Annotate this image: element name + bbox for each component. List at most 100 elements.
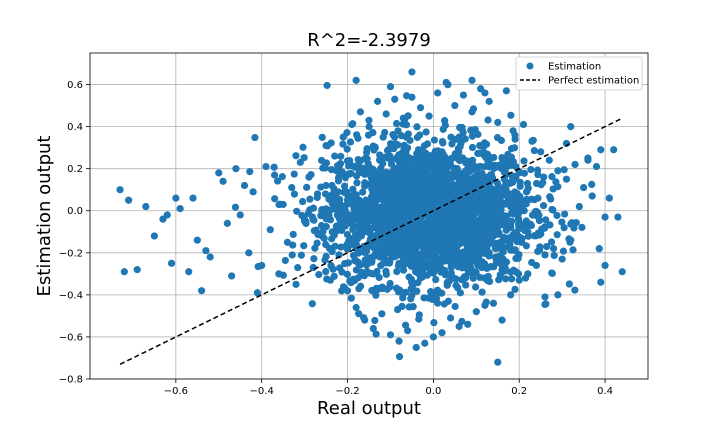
x-tick-label: −0.2 (335, 386, 359, 397)
data-point (193, 236, 201, 244)
data-point (420, 178, 428, 186)
data-point (460, 210, 468, 218)
x-tick-label: −0.4 (250, 386, 274, 397)
data-point (318, 133, 326, 141)
data-point (380, 242, 388, 250)
data-point (329, 265, 337, 273)
data-point (588, 192, 596, 200)
data-point (411, 258, 419, 266)
data-point (382, 270, 390, 278)
data-point (453, 247, 461, 255)
data-point (315, 270, 323, 279)
data-point (403, 144, 412, 152)
data-point (368, 286, 376, 295)
data-point (414, 279, 422, 287)
data-point (352, 303, 360, 312)
data-point (539, 202, 548, 210)
data-point (496, 242, 504, 250)
data-point (430, 177, 438, 185)
data-point (340, 172, 349, 180)
data-point (413, 287, 421, 295)
data-point (361, 220, 369, 229)
data-point (479, 143, 488, 151)
data-point (519, 120, 528, 129)
data-point (452, 221, 460, 229)
data-point (485, 97, 493, 105)
data-point (337, 243, 345, 251)
data-point (489, 299, 498, 307)
data-point (424, 192, 432, 200)
data-point (387, 160, 396, 168)
x-axis-ticks: −0.6 −0.4 −0.2 0.0 0.2 0.4 (164, 379, 613, 397)
legend-box (515, 56, 643, 91)
legend-estimation-marker (526, 62, 534, 70)
data-point (388, 210, 396, 219)
data-point (371, 316, 379, 325)
data-point (352, 76, 360, 84)
data-point (570, 224, 578, 232)
data-point (441, 239, 449, 247)
data-point (120, 268, 128, 276)
data-point (288, 251, 296, 259)
data-point (575, 202, 583, 211)
data-point (546, 221, 554, 229)
data-point (167, 259, 176, 267)
data-point (561, 210, 569, 218)
data-point (416, 187, 424, 195)
data-point (507, 291, 515, 299)
data-point (283, 238, 292, 246)
data-point (464, 320, 472, 328)
data-point (378, 169, 386, 178)
data-point (527, 221, 535, 230)
data-point (520, 200, 528, 208)
data-point (443, 163, 451, 171)
data-point (331, 152, 339, 160)
data-point (223, 219, 231, 227)
data-point (387, 220, 395, 229)
data-point (521, 226, 529, 235)
data-point (351, 257, 359, 265)
data-point (496, 271, 504, 279)
data-point (580, 184, 588, 192)
data-point (270, 163, 278, 171)
data-point (289, 241, 297, 249)
data-point (423, 140, 432, 148)
data-point (328, 247, 336, 256)
data-point (535, 217, 544, 225)
data-point (417, 147, 426, 155)
data-point (378, 155, 386, 163)
data-point (468, 143, 477, 152)
data-point (545, 156, 553, 164)
data-point (499, 156, 508, 165)
data-point (558, 218, 566, 226)
data-point (505, 153, 514, 161)
data-point (360, 314, 368, 322)
data-point (421, 339, 429, 347)
data-point (490, 153, 498, 162)
data-point (421, 223, 429, 231)
data-point (537, 148, 545, 156)
data-point (515, 219, 523, 227)
data-point (176, 205, 184, 213)
data-point (510, 144, 519, 152)
data-point (431, 191, 439, 199)
data-point (322, 240, 330, 249)
data-point (172, 194, 180, 202)
data-point (262, 162, 270, 171)
data-point (370, 146, 378, 154)
data-point (434, 299, 442, 307)
data-point (416, 104, 425, 112)
data-point (422, 208, 430, 216)
data-point (403, 187, 411, 195)
data-point (428, 182, 436, 191)
data-point (528, 258, 536, 267)
data-point (271, 195, 279, 203)
data-point (416, 131, 424, 139)
data-point (425, 229, 433, 238)
data-point (294, 263, 302, 272)
data-point (385, 181, 393, 189)
data-point (323, 275, 331, 283)
data-point (412, 194, 420, 202)
data-point (394, 141, 402, 149)
data-point (292, 280, 300, 288)
